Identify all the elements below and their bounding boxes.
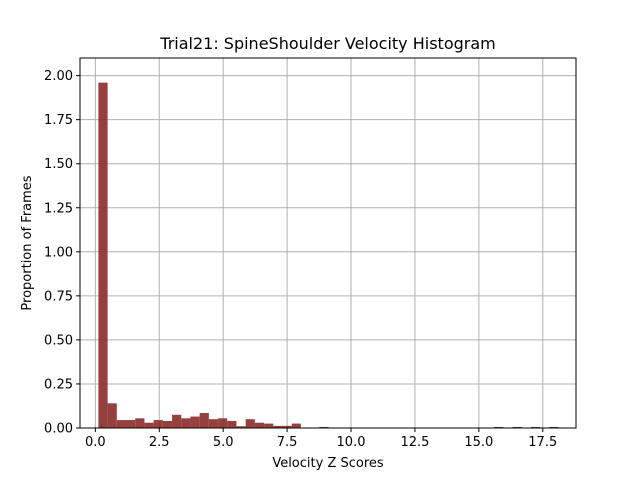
histogram-bar bbox=[227, 420, 237, 428]
histogram-bar bbox=[273, 425, 283, 428]
histogram-bar bbox=[162, 420, 173, 428]
histogram-bar bbox=[319, 426, 329, 428]
grid-lines bbox=[80, 58, 576, 429]
histogram-bar bbox=[190, 416, 200, 428]
histogram-bar bbox=[494, 426, 504, 428]
x-tick-label: 2.5 bbox=[149, 435, 170, 450]
y-tick-label: 1.25 bbox=[44, 201, 73, 216]
histogram-bar bbox=[172, 414, 182, 428]
histogram-bars bbox=[98, 82, 559, 429]
y-tick-label: 0.75 bbox=[44, 289, 73, 304]
x-tick-label: 15.0 bbox=[464, 435, 493, 450]
y-tick-label: 2.00 bbox=[44, 69, 73, 84]
x-tick-label: 12.5 bbox=[400, 435, 429, 450]
y-tick-label: 1.00 bbox=[44, 245, 73, 260]
x-tick-label: 0.0 bbox=[85, 435, 106, 450]
histogram-bar bbox=[282, 425, 292, 428]
histogram-bar bbox=[116, 420, 127, 428]
plot-frame bbox=[79, 57, 577, 429]
histogram-bar bbox=[531, 426, 541, 428]
histogram-bar bbox=[208, 419, 219, 428]
histogram-bar bbox=[181, 418, 191, 428]
x-tick-label: 5.0 bbox=[213, 435, 234, 450]
axis-ticks: 0.0 2.5 5.0 7.5 10.0 12.5 15.0 17.5 0.00 0.25 0.50… bbox=[44, 69, 557, 450]
x-axis-label: Velocity Z Scores bbox=[272, 456, 384, 471]
histogram-bar bbox=[236, 426, 246, 428]
histogram-bar bbox=[199, 413, 209, 428]
histogram-bar bbox=[254, 422, 265, 428]
histogram-bar bbox=[107, 403, 117, 428]
histogram-bar bbox=[126, 420, 136, 428]
histogram-bar bbox=[549, 426, 559, 428]
histogram-bar bbox=[245, 419, 255, 428]
histogram-bar bbox=[153, 420, 163, 428]
histogram-bar bbox=[144, 422, 154, 428]
y-tick-label: 1.75 bbox=[44, 113, 73, 128]
histogram-bar bbox=[264, 423, 274, 428]
x-tick-label: 7.5 bbox=[277, 435, 298, 450]
histogram-bar bbox=[98, 82, 108, 429]
histogram-bar bbox=[291, 423, 301, 428]
y-tick-label: 0.25 bbox=[44, 377, 73, 392]
x-tick-label: 17.5 bbox=[528, 435, 557, 450]
chart-title: Trial21: SpineShoulder Velocity Histogra… bbox=[159, 34, 495, 53]
y-tick-label: 0.00 bbox=[44, 422, 73, 437]
y-tick-label: 0.50 bbox=[44, 333, 73, 348]
histogram-bar bbox=[135, 418, 145, 428]
y-axis-label: Proportion of Frames bbox=[20, 175, 35, 310]
y-tick-label: 1.50 bbox=[44, 157, 73, 172]
x-tick-label: 10.0 bbox=[337, 435, 366, 450]
histogram-bar bbox=[512, 426, 522, 428]
histogram-bar bbox=[218, 418, 228, 428]
